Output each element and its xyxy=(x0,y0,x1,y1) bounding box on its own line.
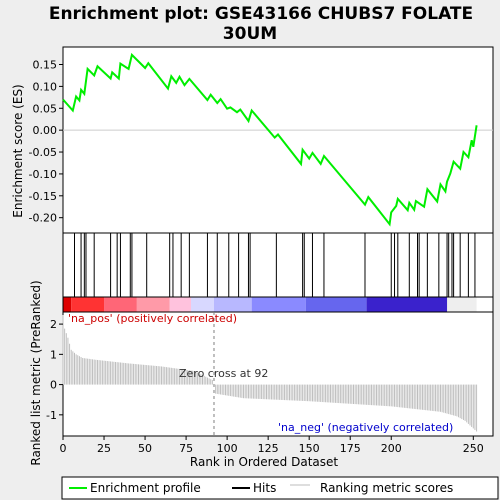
es-ytick-label: 0.15 xyxy=(33,59,58,72)
es-curve xyxy=(62,52,478,227)
heatmap-segment xyxy=(213,297,252,312)
legend-label-ranking-metric: Ranking metric scores xyxy=(320,481,453,495)
ranking-plot-area xyxy=(62,311,494,437)
ranking-ytick-label: -1 xyxy=(46,409,57,422)
heatmap-segment xyxy=(71,297,105,312)
legend: Enrichment profile Hits Ranking metric s… xyxy=(61,476,499,500)
xtick-label: 175 xyxy=(340,442,361,455)
heatmap-segment xyxy=(104,297,137,312)
xtick-label: 75 xyxy=(179,442,193,455)
chart-title-line-2: 30UM xyxy=(223,24,277,44)
heatmap-segment xyxy=(191,297,214,312)
heatmap-segment xyxy=(63,297,72,312)
es-ytick-label: 0.00 xyxy=(33,124,58,137)
heatmap-segment xyxy=(136,297,170,312)
x-axis-label: Rank in Ordered Dataset xyxy=(190,455,338,469)
xtick-label: 100 xyxy=(217,442,238,455)
es-ytick-label: 0.05 xyxy=(33,102,58,115)
es-panel: 0.15 0.10 0.05 0.00 -0.05 -0.10 -0.15 -0.20 xyxy=(29,46,494,234)
xtick-label: 200 xyxy=(381,442,402,455)
xtick-label: 250 xyxy=(463,442,484,455)
ranking-ytick-label: 1 xyxy=(50,348,57,361)
es-ytick-label: 0.10 xyxy=(33,80,58,93)
es-plot-area xyxy=(62,46,494,234)
chart-title-line-1: Enrichment plot: GSE43166 CHUBS7 FOLATE xyxy=(49,4,473,24)
heatmap-segment xyxy=(366,297,448,312)
xtick-label: 25 xyxy=(97,442,111,455)
heatmap-segment xyxy=(251,297,306,312)
es-ytick-label: -0.15 xyxy=(29,190,57,203)
es-ytick-label: -0.05 xyxy=(29,146,57,159)
xtick-label: 50 xyxy=(138,442,152,455)
ranking-ytick-label: 2 xyxy=(50,318,57,331)
es-ytick-label: -0.10 xyxy=(29,168,57,181)
heatmap-segment xyxy=(169,297,192,312)
xtick-label: 125 xyxy=(258,442,279,455)
zero-cross-label: Zero cross at 92 xyxy=(179,367,268,380)
legend-label-hits: Hits xyxy=(253,481,276,495)
x-axis: 0 25 50 75 100 125 150 175 200 250 xyxy=(60,436,484,455)
positive-correlation-label: 'na_pos' (positively correlated) xyxy=(68,312,237,325)
es-axis-label: Enrichment score (ES) xyxy=(11,84,25,217)
ranking-panel: 2 1 0 -1 Zero cross at 92 'na_pos' (positivel… xyxy=(46,311,494,437)
es-ytick-label: -0.20 xyxy=(29,212,57,225)
hits-panel xyxy=(62,232,494,313)
hits-area xyxy=(62,232,494,298)
legend-label-enrichment-profile: Enrichment profile xyxy=(90,481,201,495)
heatmap-tail xyxy=(476,297,493,312)
xtick-label: 0 xyxy=(60,442,67,455)
negative-correlation-label: 'na_neg' (negatively correlated) xyxy=(278,421,453,434)
xtick-label: 150 xyxy=(299,442,320,455)
ranking-axis-label: Ranked list metric (PreRanked) xyxy=(29,280,43,465)
legend-box xyxy=(61,476,499,500)
heatmap-segment xyxy=(305,297,367,312)
ranking-ytick-label: 0 xyxy=(50,379,57,392)
